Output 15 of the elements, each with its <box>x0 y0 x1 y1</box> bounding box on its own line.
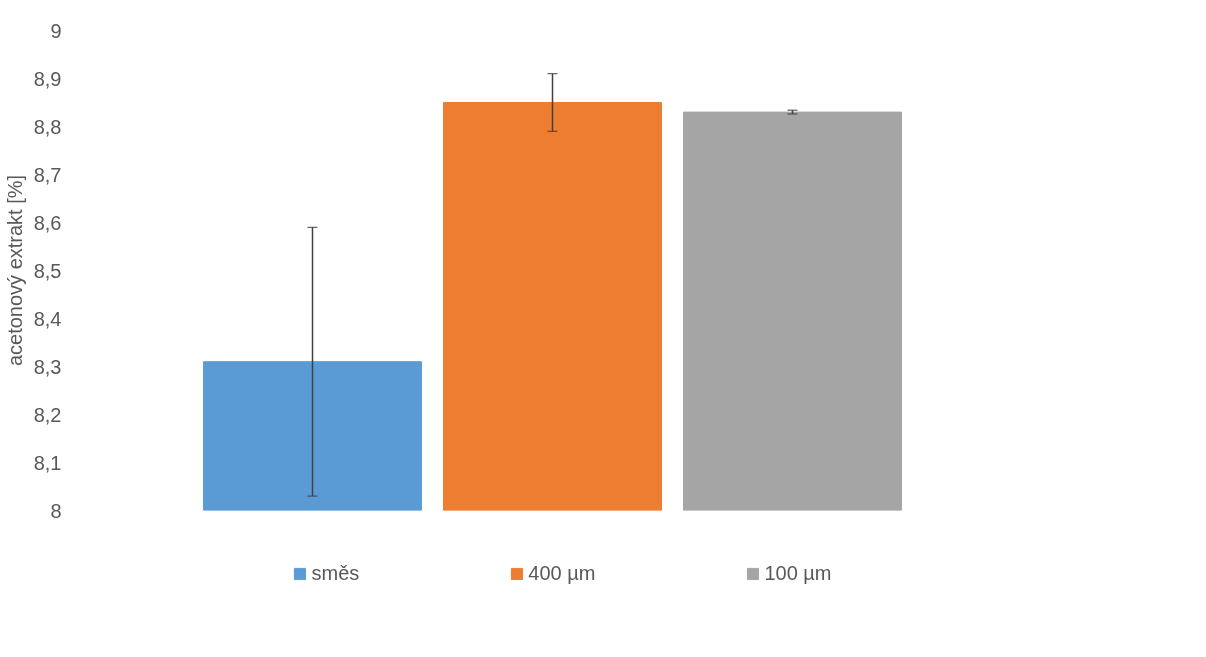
y-tick-label: 8,8 <box>33 115 62 138</box>
y-tick-label: 8,9 <box>33 67 62 90</box>
y-tick-label: 8,1 <box>33 451 62 474</box>
y-tick-label: 9 <box>50 19 62 42</box>
y-tick-label: 8,5 <box>33 259 62 282</box>
y-axis-title: acetonový extrakt [%] <box>3 174 26 367</box>
y-tick-label: 8,4 <box>33 307 62 330</box>
legend-label: 400 µm <box>528 561 596 585</box>
y-tick-label: 8,7 <box>33 163 62 186</box>
y-tick-label: 8,2 <box>33 403 62 426</box>
legend-label: směs <box>311 561 360 585</box>
y-tick-label: 8 <box>50 499 62 522</box>
y-tick-label: 8,3 <box>33 355 62 378</box>
y-tick-label: 8,6 <box>33 211 62 234</box>
legend-label: 100 µm <box>764 561 832 585</box>
